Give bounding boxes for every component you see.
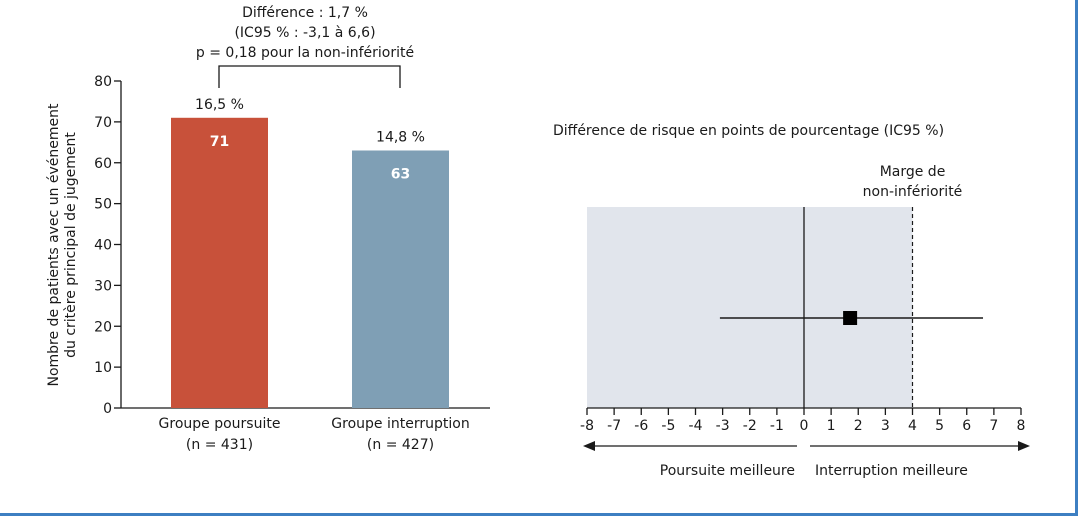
forest-x-tick-label: -5: [661, 418, 675, 434]
forest-x-tick-label: 8: [1017, 418, 1026, 434]
forest-x-tick-label: 1: [827, 418, 836, 434]
forest-x-tick-label: 3: [881, 418, 890, 434]
bar-percent-label-poursuite: 16,5 %: [195, 97, 244, 113]
bar-value-label-poursuite: 71: [210, 134, 229, 150]
forest-x-tick-label: -6: [634, 418, 648, 434]
margin-label-line2: non-infériorité: [863, 184, 963, 200]
forest-x-tick-label: 5: [935, 418, 944, 434]
left-direction-label: Poursuite meilleure: [660, 463, 795, 479]
bar-value-label-interruption: 63: [391, 166, 410, 182]
forest-x-tick-label: 0: [800, 418, 809, 434]
category-n-poursuite: (n = 431): [186, 437, 253, 453]
forest-x-tick-label: -4: [689, 418, 703, 434]
bar-poursuite: [171, 117, 268, 408]
category-n-interruption: (n = 427): [367, 437, 434, 453]
y-tick-label: 80: [94, 74, 112, 90]
y-ticks: 0 10 20 30 40 50 60 70 80: [94, 74, 121, 417]
right-direction-label: Interruption meilleure: [815, 463, 968, 479]
y-tick-label: 70: [94, 115, 112, 131]
left-arrow-head: [583, 441, 595, 451]
forest-x-tick-label: -3: [716, 418, 730, 434]
forest-x-tick-label: -7: [607, 418, 621, 434]
point-estimate: [843, 311, 858, 325]
forest-x-tick-label: 4: [908, 418, 917, 434]
forest-x-tick-label: 2: [854, 418, 863, 434]
y-tick-label: 30: [94, 278, 112, 294]
forest-x-ticks: -8 -7 -6 -5 -4 -3 -2 -1 0 1 2 3 4 5 6 7 8: [580, 408, 1025, 434]
y-tick-label: 40: [94, 238, 112, 254]
comparison-bracket: [218, 65, 401, 88]
bar-chart: Différence : 1,7 % (IC95 % : -3,1 à 6,6)…: [46, 5, 490, 453]
comparison-difference: Différence : 1,7 %: [242, 5, 368, 21]
bar-percent-label-interruption: 14,8 %: [376, 129, 425, 145]
y-axis-title-line1: Nombre de patients avec un événement: [46, 103, 62, 387]
forest-x-tick-label: 7: [989, 418, 998, 434]
category-label-poursuite: Groupe poursuite: [159, 416, 281, 432]
bar-interruption: [352, 150, 449, 409]
forest-plot: Différence de risque en points de pource…: [553, 123, 1030, 479]
comparison-pvalue: p = 0,18 pour la non-infériorité: [196, 45, 414, 61]
forest-x-tick-label: -2: [743, 418, 757, 434]
forest-title: Différence de risque en points de pource…: [553, 123, 944, 139]
y-tick-label: 0: [103, 401, 112, 417]
y-axis-title-line2: du critère principal de jugement: [63, 132, 79, 358]
y-tick-label: 10: [94, 360, 112, 376]
y-tick-label: 60: [94, 156, 112, 172]
forest-x-tick-label: -1: [770, 418, 784, 434]
y-tick-label: 50: [94, 197, 112, 213]
forest-x-tick-label: 6: [962, 418, 971, 434]
y-tick-label: 20: [94, 319, 112, 335]
right-arrow-head: [1018, 441, 1030, 451]
comparison-ci: (IC95 % : -3,1 à 6,6): [234, 25, 375, 41]
non-inferiority-zone: [587, 207, 913, 408]
margin-label-line1: Marge de: [880, 164, 946, 180]
forest-x-tick-label: -8: [580, 418, 594, 434]
category-label-interruption: Groupe interruption: [331, 416, 469, 432]
